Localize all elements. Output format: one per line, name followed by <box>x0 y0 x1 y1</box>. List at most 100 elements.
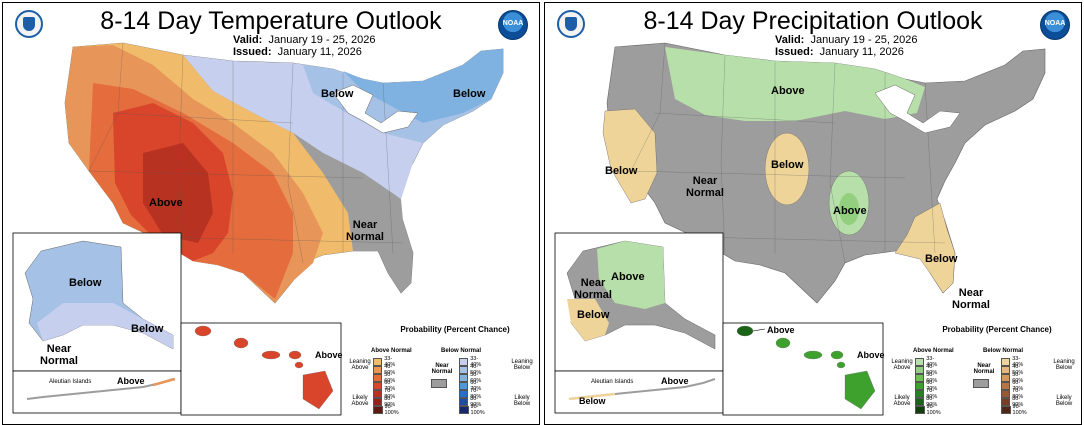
legend-leaning-above: Leaning Above <box>891 359 913 371</box>
above-midsouth-core <box>839 193 859 225</box>
above-70-area <box>143 143 213 243</box>
legend-bin-label: 50-60% <box>1012 372 1024 384</box>
region-label-above: Above <box>833 205 867 217</box>
valid-line: Valid: January 19 - 25, 2026 <box>233 34 376 46</box>
legend-near-swatch <box>973 379 989 388</box>
legend-swatch <box>915 406 925 414</box>
below-50-area <box>343 49 503 123</box>
legend-swatch <box>373 406 383 414</box>
legend-bin-label: 50-60% <box>926 372 938 384</box>
legend-bin-label: 33-40% <box>926 356 938 368</box>
region-label-below: Below <box>925 253 958 265</box>
temperature-map <box>12 42 504 416</box>
ak-label-near-normal: Near Normal <box>574 277 612 301</box>
legend-bin-label: 60-70% <box>1012 380 1024 392</box>
legend-near-header: Near Normal <box>431 363 453 375</box>
alaska-above-area <box>597 241 665 309</box>
legend-bin-label: 70-80% <box>470 388 482 400</box>
legend-swatch <box>915 374 925 382</box>
legend-bin-label: 33-40% <box>384 356 396 368</box>
legend-below-header: Below Normal <box>983 348 1024 354</box>
legend-bin-label: 40-50% <box>384 364 396 376</box>
legend-below-row: 33-40% <box>459 356 484 368</box>
legend-bin-label: 70-80% <box>384 388 396 400</box>
legend-bin-label: 40-50% <box>926 364 938 376</box>
below-se-area <box>894 202 956 294</box>
legend-bin-label: 90-100% <box>384 404 399 416</box>
legend-swatch <box>1001 366 1011 374</box>
legend-below-row: 70-80% <box>459 388 484 400</box>
legend-swatch <box>459 374 469 382</box>
ak-label-near-normal: Near Normal <box>40 343 78 367</box>
legend-bin-label: 40-50% <box>1012 364 1024 376</box>
legend-bin-label: 70-80% <box>926 388 938 400</box>
aleutian-above-segment <box>152 377 176 387</box>
legend-swatch <box>459 366 469 374</box>
legend-bin-label: 60-70% <box>470 380 482 392</box>
legend-likely-below: Likely Below <box>1055 395 1073 407</box>
legend-below-row: 50-60% <box>459 372 484 384</box>
legend-likely-below: Likely Below <box>513 395 531 407</box>
legend-below-row: 90-100% <box>1001 404 1029 416</box>
hi-label-leader <box>752 328 766 332</box>
legend-bin-label: 33-40% <box>1012 356 1024 368</box>
legend-below-row: 80-90% <box>1001 396 1026 408</box>
commerce-seal-icon <box>557 10 585 38</box>
legend-above-row: 60-70% <box>915 380 940 392</box>
legend-above-row: 70-80% <box>915 388 940 400</box>
legend-swatch <box>1001 398 1011 406</box>
hawaii-islands <box>194 325 334 410</box>
legend-likely-above: Likely Above <box>893 395 911 407</box>
ak-label-above: Above <box>611 271 645 283</box>
legend-bin-label: 33-40% <box>470 356 482 368</box>
legend-bin-label: 70-80% <box>1012 388 1024 400</box>
legend-above-row: 40-50% <box>373 364 398 376</box>
noaa-logo-icon: NOAA <box>1040 10 1070 40</box>
legend-swatch <box>459 406 469 414</box>
legend-swatch <box>373 398 383 406</box>
aleutian-label-above: Above <box>117 376 145 386</box>
legend-above-row: 60-70% <box>373 380 398 392</box>
legend-swatch <box>459 390 469 398</box>
aleutian-label-below: Below <box>579 396 606 406</box>
legend-title: Probability (Percent Chance) <box>942 325 1052 334</box>
ak-label-below: Below <box>69 277 102 289</box>
legend-below-row: 90-100% <box>459 404 487 416</box>
legend-below-row: 60-70% <box>1001 380 1026 392</box>
aleutian-islands-label: Aleutian Islands <box>591 379 634 385</box>
aleutian-below-segment <box>568 392 616 401</box>
legend-title: Probability (Percent Chance) <box>400 325 510 334</box>
legend-swatch <box>459 358 469 366</box>
commerce-seal-icon <box>15 10 43 38</box>
region-label-below: Below <box>771 159 804 171</box>
above-north-band <box>665 47 925 121</box>
page-title: 8-14 Day Temperature Outlook <box>100 7 442 35</box>
legend-below-row: 40-50% <box>459 364 484 376</box>
region-label-above: Above <box>149 197 183 209</box>
legend-leaning-below: Leaning Below <box>511 359 533 371</box>
alaska-below-area <box>567 299 609 341</box>
legend-swatch <box>1001 374 1011 382</box>
legend-bin-label: 40-50% <box>470 364 482 376</box>
legend-swatch <box>459 382 469 390</box>
legend-swatch <box>1001 406 1011 414</box>
legend-bin-label: 50-60% <box>470 372 482 384</box>
legend-swatch <box>1001 358 1011 366</box>
legend-below-row: 60-70% <box>459 380 484 392</box>
legend-bin-label: 90-100% <box>926 404 941 416</box>
precipitation-map <box>554 42 1046 416</box>
legend-swatch <box>1001 390 1011 398</box>
hi-label-above: Above <box>315 350 343 360</box>
state-lines <box>630 42 946 264</box>
legend-below-row: 33-40% <box>1001 356 1026 368</box>
legend-above-row: 80-90% <box>373 396 398 408</box>
legend-swatch <box>1001 382 1011 390</box>
legend-swatch <box>459 398 469 406</box>
below-plains-area <box>764 132 810 206</box>
legend-swatch <box>373 366 383 374</box>
legend-bin-label: 80-90% <box>384 396 396 408</box>
region-label-near-normal: Near Normal <box>686 175 724 199</box>
legend-near-header: Near Normal <box>973 363 995 375</box>
legend-above-row: 33-40% <box>373 356 398 368</box>
legend-above-row: 50-60% <box>373 372 398 384</box>
